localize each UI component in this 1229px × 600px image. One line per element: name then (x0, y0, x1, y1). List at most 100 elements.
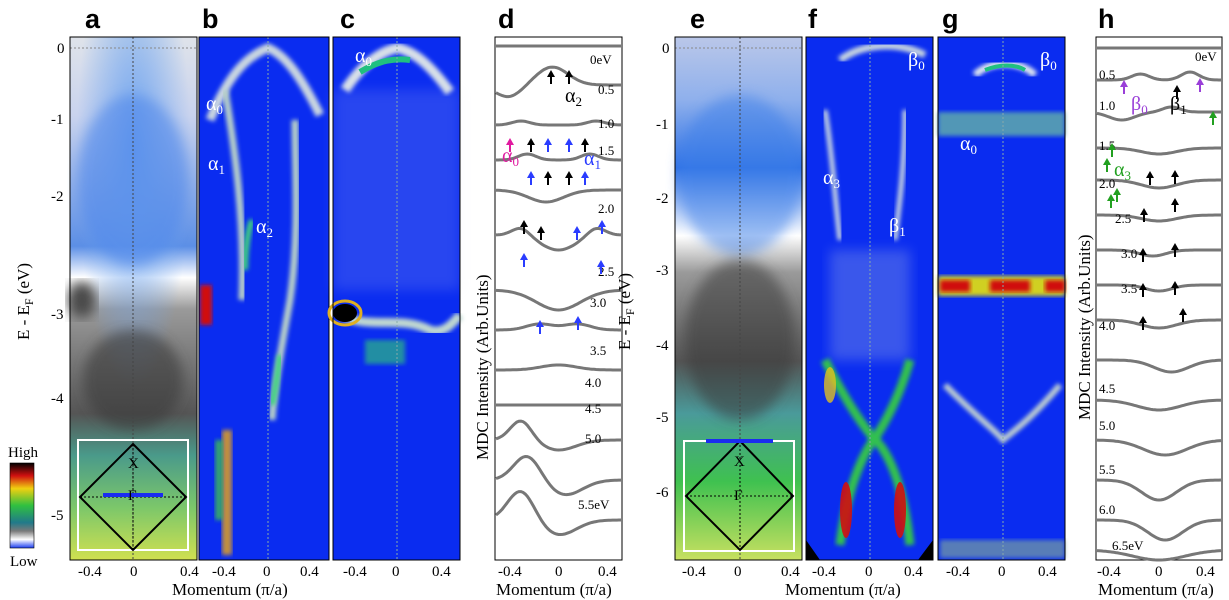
svg-text:4.0: 4.0 (1099, 318, 1115, 333)
y-tick: 0 (57, 41, 65, 57)
panel-letter-f: f (808, 4, 818, 34)
panel-d: MDC Intensity (Arb.Units) 0eV 0.5 1.0 1.… (473, 36, 623, 599)
band-label-beta1-h: β1 (1170, 93, 1187, 117)
mdc-arrow-d (565, 171, 573, 185)
mdc-curve-h (1096, 438, 1222, 457)
mdc-arrow-d (574, 316, 582, 330)
svg-text:0.4: 0.4 (781, 564, 800, 580)
svg-text:0.4: 0.4 (300, 564, 319, 580)
mdc-curve-d (495, 288, 622, 312)
svg-text:0: 0 (130, 564, 138, 580)
bz-label-gamma-e: Γ (734, 488, 743, 504)
mdc-curve-h (1097, 146, 1221, 156)
y-tick: -4 (51, 391, 64, 407)
mdc-arrow-h (1139, 316, 1147, 330)
x-axis-abc: -0.4 0 0.4 -0.4 0 0.4 -0.4 0 0.4 Momentu… (78, 564, 451, 599)
band-label-beta0-f: β0 (908, 49, 925, 73)
svg-text:0.4: 0.4 (432, 564, 451, 580)
svg-text:2.5: 2.5 (1115, 211, 1131, 226)
mdc-curve-d (495, 188, 621, 204)
mdc-arrow-d (527, 138, 535, 152)
panel-f: β0 α3 β1 (805, 36, 934, 561)
svg-text:3.5: 3.5 (590, 343, 606, 358)
mdc-arrow-h (1173, 85, 1181, 99)
mdc-curve-d (495, 454, 621, 497)
mdc-arrow-d (573, 226, 581, 240)
svg-text:0.4: 0.4 (180, 564, 199, 580)
d-curve-labels: 0eV 0.5 1.0 1.5 2.0 2.5 3.0 3.5 4.0 4.5 … (578, 52, 614, 512)
bz-label-x-a: X (128, 456, 139, 472)
mdc-curve-d (496, 322, 621, 332)
svg-text:4.5: 4.5 (1099, 381, 1115, 396)
svg-text:-0.4: -0.4 (812, 564, 836, 580)
panel-e: X Γ (674, 36, 803, 561)
mdc-arrow-h (1146, 171, 1154, 185)
colorbar-high-label: High (8, 445, 39, 461)
mdc-curve-h (1097, 358, 1222, 374)
svg-text:-0.4: -0.4 (212, 564, 236, 580)
band-label-beta0-h: β0 (1131, 93, 1148, 117)
svg-text:-5: -5 (656, 410, 669, 426)
panel-letter-e: e (690, 4, 705, 34)
mdc-curve-d (496, 363, 621, 372)
band-label-alpha2-b: α2 (256, 216, 273, 240)
y-axis-right: 0 -1 -2 -3 -4 -5 -6 E - EF (eV) (615, 41, 670, 501)
svg-text:0.4: 0.4 (904, 564, 923, 580)
svg-text:0eV: 0eV (1195, 49, 1217, 64)
svg-text:6.5eV: 6.5eV (1112, 538, 1144, 553)
mdc-arrow-h (1171, 198, 1179, 212)
mdc-curve-h (1097, 248, 1221, 258)
mdc-curve-h (1097, 213, 1221, 223)
mdc-arrow-h (1196, 78, 1204, 92)
svg-text:-3: -3 (656, 263, 669, 279)
svg-text:0: 0 (555, 564, 563, 580)
mdc-arrow-h (1139, 248, 1147, 262)
mdc-arrow-h (1108, 143, 1116, 157)
mdc-arrow-h (1179, 308, 1187, 322)
x-axis-label-d: Momentum (π/a) (496, 580, 612, 599)
svg-text:0: 0 (1155, 564, 1163, 580)
mdc-arrow-h (1113, 188, 1121, 202)
bz-label-gamma-a: Γ (128, 488, 137, 504)
svg-text:1.5: 1.5 (598, 143, 614, 158)
mdc-arrow-h (1209, 111, 1217, 125)
mdc-arrow-h (1171, 243, 1179, 257)
mdc-arrow-d (536, 320, 544, 334)
colorbar-low-label: Low (10, 554, 38, 570)
svg-text:3.0: 3.0 (1121, 246, 1137, 261)
panel-c: α0 (327, 36, 464, 561)
mdc-arrow-h (1107, 194, 1115, 208)
svg-text:-0.4: -0.4 (498, 564, 522, 580)
mdc-arrow-h (1171, 281, 1179, 295)
mdc-arrow-d (597, 260, 605, 274)
mdc-axis-label-d: MDC Intensity (Arb.Units) (473, 274, 492, 460)
x-axis-label-abc: Momentum (π/a) (172, 580, 288, 599)
svg-text:5.5: 5.5 (1099, 462, 1115, 477)
svg-text:-0.4: -0.4 (1097, 564, 1121, 580)
mdc-curve-h (1096, 478, 1222, 502)
y-tick: -2 (51, 189, 64, 205)
mdc-arrow-h (1171, 170, 1179, 184)
mdc-arrow-d (544, 138, 552, 152)
mdc-arrow-d (565, 70, 573, 84)
svg-text:2.0: 2.0 (1099, 176, 1115, 191)
svg-text:0: 0 (263, 564, 271, 580)
mdc-curve-h (1096, 105, 1221, 122)
svg-text:-2: -2 (656, 191, 669, 207)
band-label-alpha0-d: α0 (502, 145, 519, 169)
svg-text:-0.4: -0.4 (343, 564, 367, 580)
svg-text:3.0: 3.0 (590, 295, 606, 310)
mdc-curve-h (1097, 178, 1221, 190)
svg-text:6.0: 6.0 (1099, 502, 1115, 517)
svg-text:0eV: 0eV (590, 52, 612, 67)
mdc-arrow-h (1120, 80, 1128, 94)
panel-letter-h: h (1098, 4, 1115, 34)
y-axis-label-right: E - EF (eV) (615, 273, 637, 350)
mdc-arrow-h (1139, 283, 1147, 297)
band-label-alpha1-d: α1 (584, 148, 601, 172)
mdc-curve-d (496, 119, 621, 127)
mdc-curve-h (1097, 283, 1221, 293)
svg-text:4.5: 4.5 (585, 401, 601, 416)
panel-letter-g: g (942, 4, 959, 34)
band-label-alpha3-h: α3 (1114, 159, 1131, 183)
